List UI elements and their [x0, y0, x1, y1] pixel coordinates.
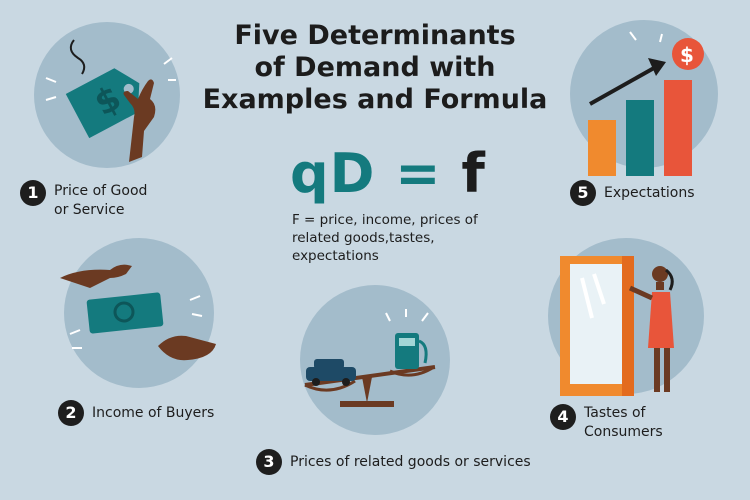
badge-5: 5 — [570, 180, 596, 206]
price-tag-icon: $ — [45, 39, 176, 162]
formula-description: F = price, income, prices of related goo… — [292, 212, 478, 264]
badge-2: 2 — [58, 400, 84, 426]
formula-equals: = — [395, 142, 442, 205]
label-price-of-good: Price of Good or Service — [54, 183, 148, 218]
label-income-of-buyers: Income of Buyers — [92, 405, 215, 421]
rising-bars-icon: $ — [588, 31, 704, 176]
label-expectations: Expectations — [604, 185, 695, 201]
formula-lhs: qD — [290, 142, 376, 205]
title-line-2: of Demand with — [254, 52, 496, 83]
scale-car-fuel-icon — [304, 309, 436, 407]
shopper-window-icon — [560, 256, 674, 396]
title-line-3: Examples and Formula — [202, 84, 548, 115]
badge-4: 4 — [550, 404, 576, 430]
demand-formula: qD = f — [290, 142, 486, 205]
formula-rhs: f — [461, 142, 486, 205]
page-title: Five Determinants of Demand with Example… — [190, 20, 560, 116]
title-line-1: Five Determinants — [234, 20, 516, 51]
badge-3: 3 — [256, 449, 282, 475]
svg-text:$: $ — [680, 43, 694, 67]
money-handoff-icon — [60, 264, 216, 361]
badge-1: 1 — [20, 180, 46, 206]
label-prices-related-goods: Prices of related goods or services — [290, 454, 531, 470]
label-tastes: Tastes of Consumers — [584, 405, 663, 440]
